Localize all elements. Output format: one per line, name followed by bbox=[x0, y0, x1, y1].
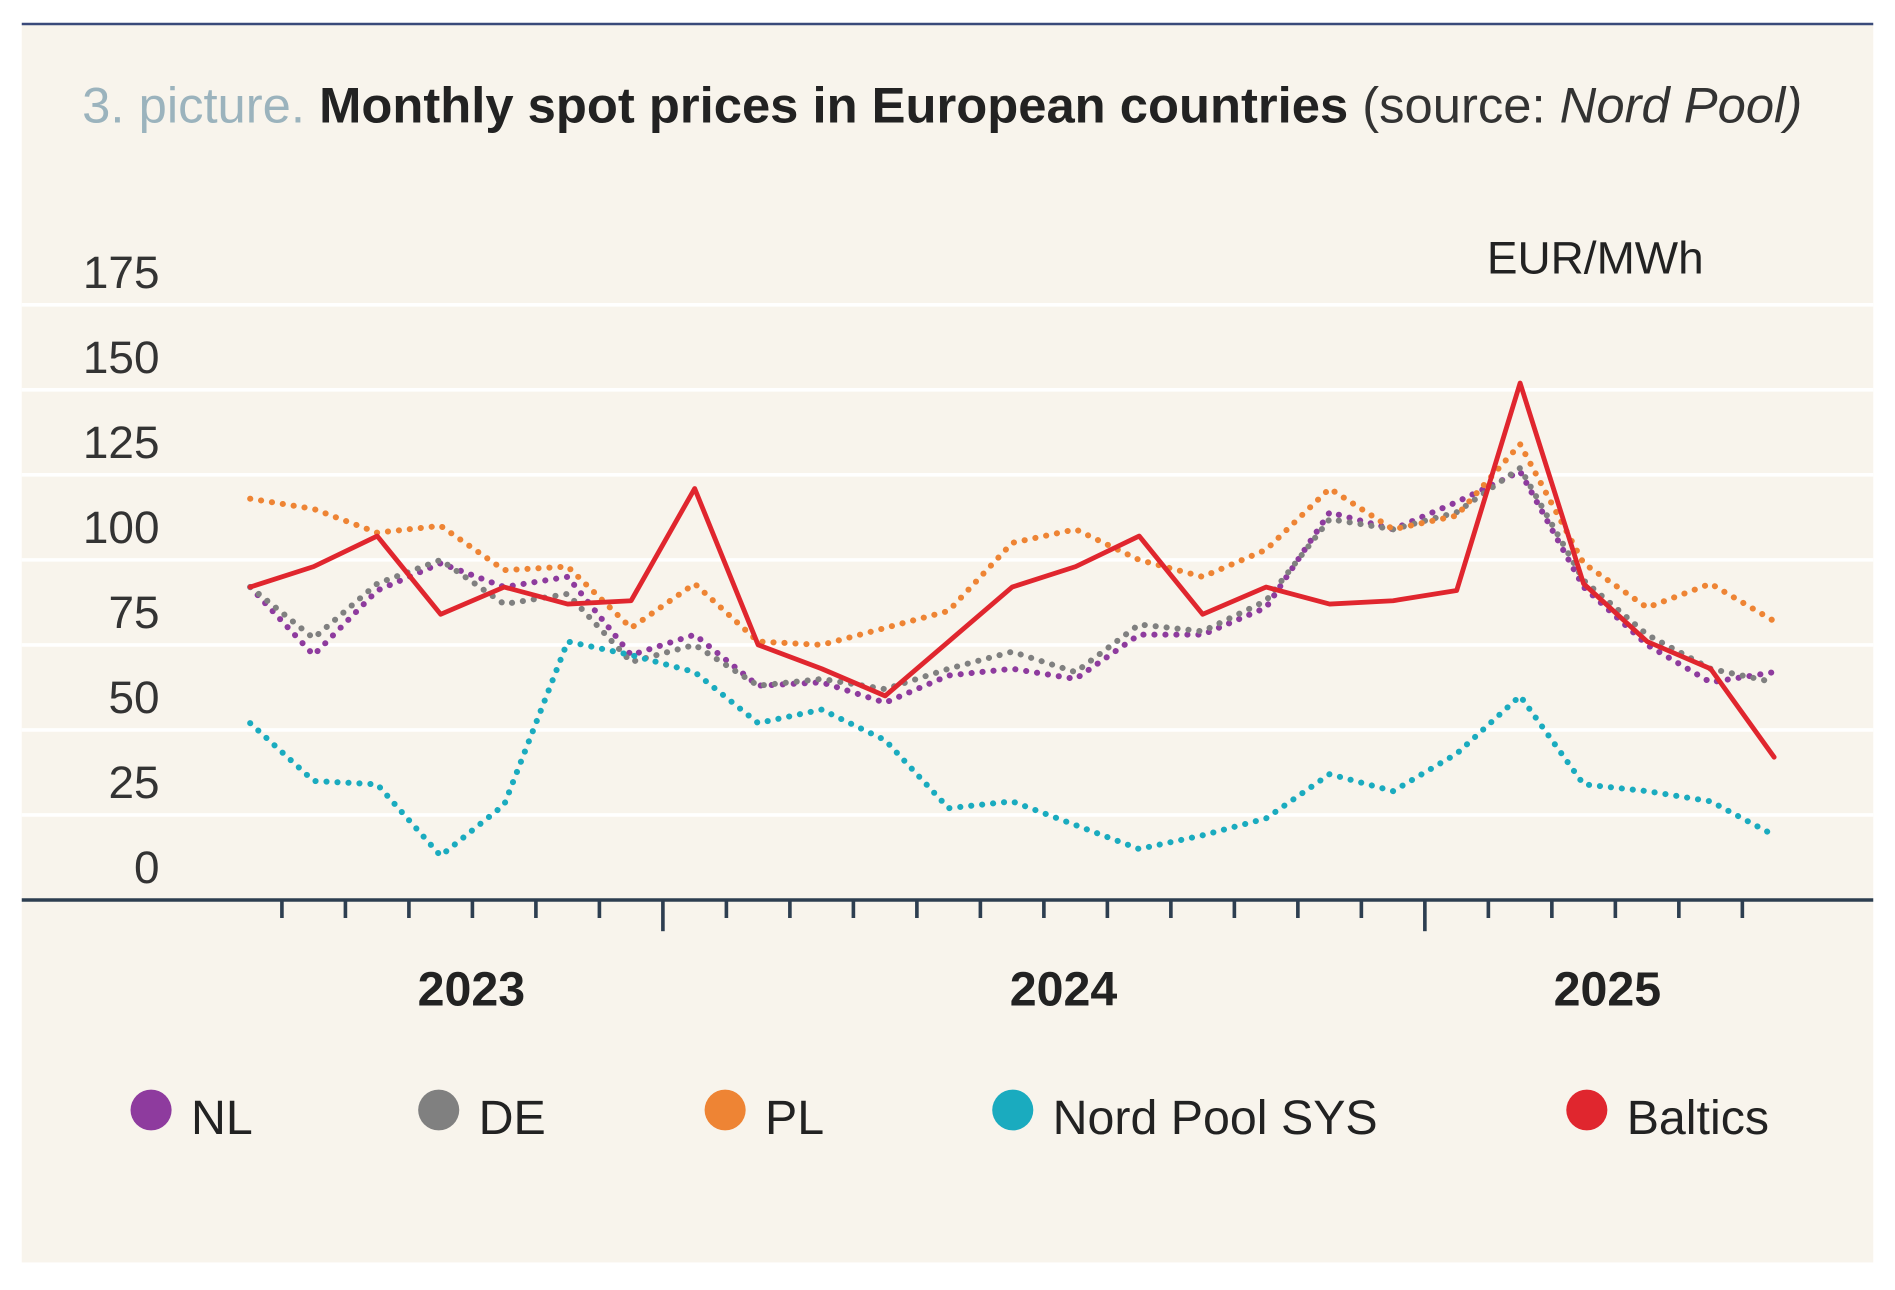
legend-swatch bbox=[992, 1089, 1034, 1131]
year-label: 2024 bbox=[1010, 963, 1118, 1017]
title-prefix: 3. picture. bbox=[82, 77, 305, 134]
legend-swatch bbox=[1566, 1089, 1608, 1131]
y-tick-label: 125 bbox=[83, 417, 160, 468]
legend-label: Nord Pool SYS bbox=[1053, 1091, 1378, 1145]
y-tick-label: 75 bbox=[108, 587, 159, 638]
series-line bbox=[247, 380, 1777, 760]
legend-label: DE bbox=[479, 1091, 546, 1145]
y-tick-label: 25 bbox=[108, 757, 159, 808]
y-tick-label: 50 bbox=[108, 672, 159, 723]
source: Nord Pool) bbox=[1560, 77, 1803, 134]
series-line bbox=[247, 465, 1778, 693]
series-line bbox=[247, 441, 1778, 648]
legend-swatch bbox=[418, 1089, 460, 1131]
legend-label: NL bbox=[191, 1091, 253, 1145]
series-line bbox=[247, 638, 1778, 859]
source-prefix: (source: bbox=[1362, 77, 1559, 134]
y-tick-label: 175 bbox=[83, 247, 160, 298]
y-tick-label: 150 bbox=[83, 332, 160, 383]
legend-swatch bbox=[130, 1089, 172, 1131]
title-main: Monthly spot prices in European countrie… bbox=[319, 77, 1348, 134]
y-tick-label: 0 bbox=[134, 842, 160, 893]
year-label: 2023 bbox=[418, 963, 526, 1017]
legend-swatch bbox=[704, 1089, 746, 1131]
legend-label: Baltics bbox=[1627, 1091, 1769, 1145]
year-label: 2025 bbox=[1554, 963, 1662, 1017]
y-tick-label: 100 bbox=[83, 502, 160, 553]
chart-title: 3. picture. Monthly spot prices in Europ… bbox=[82, 77, 1802, 134]
unit-label: EUR/MWh bbox=[1487, 233, 1704, 284]
legend-label: PL bbox=[765, 1091, 824, 1145]
